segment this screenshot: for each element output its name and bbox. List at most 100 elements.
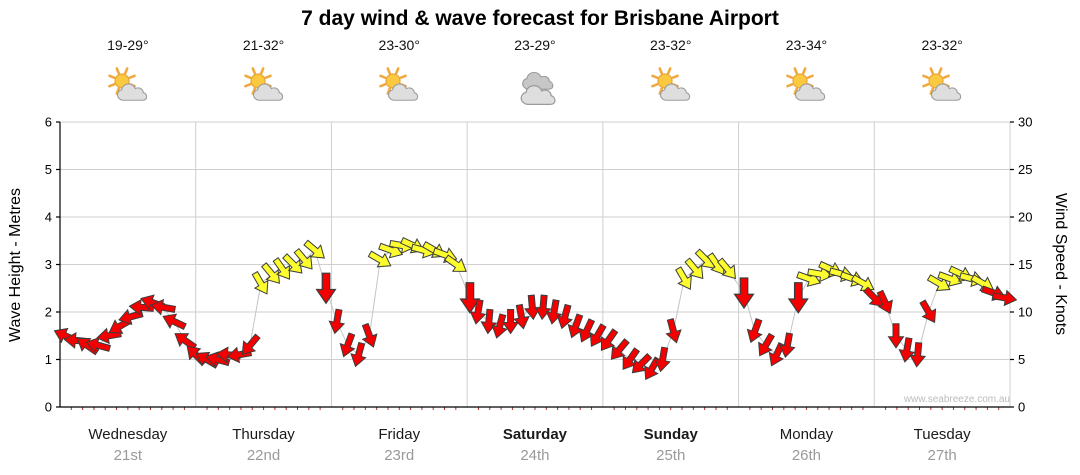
wind-arrow: [150, 298, 177, 316]
wind-arrow: [684, 257, 704, 280]
wind-arrow: [303, 239, 325, 259]
wind-arrow: [876, 289, 893, 315]
day-column: 19-29° Wednesday 21st: [60, 36, 196, 475]
partly-cloudy-icon: [780, 67, 832, 109]
left-axis-label: Wave Height - Metres: [7, 187, 24, 343]
wind-arrow: [293, 247, 313, 270]
wind-arrow: [513, 303, 530, 330]
wind-arrow: [241, 333, 261, 356]
right-tick-label: 20: [1018, 210, 1032, 225]
left-tick-label: 6: [45, 115, 52, 130]
wind-arrow: [600, 328, 619, 352]
cloudy-icon: [509, 67, 561, 109]
day-name: Wednesday: [88, 426, 168, 443]
page-title: 7 day wind & wave forecast for Brisbane …: [301, 7, 779, 30]
wind-arrow: [991, 289, 1018, 307]
day-temperature: 23-29°: [514, 37, 556, 53]
wind-arrow: [716, 257, 736, 280]
cloud: [931, 83, 962, 101]
partly-cloudy-svg: [786, 67, 826, 101]
day-column: 23-34° Monday 26th: [739, 36, 875, 475]
right-tick-label: 15: [1018, 257, 1032, 272]
watermark: www.seabreeze.com.au: [903, 394, 1010, 405]
day-temperature: 21-32°: [242, 37, 285, 53]
partly-cloudy-svg: [650, 67, 690, 101]
day-temperature: 19-29°: [107, 37, 149, 53]
partly-cloudy-icon: [645, 67, 697, 109]
cloud: [795, 83, 826, 101]
partly-cloudy-icon: [916, 67, 968, 109]
wind-arrow: [251, 270, 269, 295]
day-temperature: 23-32°: [921, 37, 963, 53]
day-date: 26th: [791, 447, 822, 464]
wind-arrow: [746, 318, 763, 344]
wind-arrow: [545, 299, 563, 325]
right-axis-label: Wind Speed - Knots: [1052, 192, 1069, 336]
day-column: 23-32° Tuesday 27th: [874, 36, 1010, 475]
right-tick-label: 0: [1018, 400, 1025, 415]
left-tick-label: 4: [45, 210, 52, 225]
partly-cloudy-svg: [379, 67, 419, 101]
wind-arrow: [768, 341, 786, 367]
wind-arrow: [758, 332, 775, 357]
wind-arrow: [162, 313, 187, 330]
wind-arrow: [282, 253, 303, 274]
day-date: 24th: [520, 447, 550, 464]
partly-cloudy-icon: [373, 67, 425, 109]
wind-arrow: [174, 333, 198, 351]
wind-arrow: [610, 338, 630, 360]
wind-arrow: [272, 257, 290, 280]
day-date: 22nd: [246, 447, 281, 464]
left-tick-label: 0: [45, 400, 52, 415]
day-date: 27th: [927, 447, 957, 464]
wind-arrow: [733, 277, 755, 310]
right-tick-label: 30: [1018, 115, 1032, 130]
wind-arrow: [631, 352, 653, 374]
wind-arrow: [315, 272, 337, 305]
wind-arrow: [367, 250, 392, 268]
left-tick-label: 5: [45, 162, 52, 177]
day-column: 23-32° Sunday 25th: [603, 36, 739, 475]
wind-arrow: [665, 318, 682, 344]
wind-arrow: [919, 299, 937, 324]
day-column: 23-29° Saturday 24th: [467, 36, 603, 475]
wind-arrow: [502, 309, 520, 335]
partly-cloudy-svg: [108, 67, 147, 101]
wind-arrow: [862, 286, 884, 307]
day-temperature: 23-32°: [650, 37, 692, 53]
right-tick-label: 10: [1018, 305, 1032, 320]
wind-arrow: [887, 323, 905, 349]
partly-cloudy-svg: [922, 67, 962, 101]
day-name: Sunday: [643, 426, 698, 443]
day-name: Tuesday: [913, 426, 971, 443]
day-temperature: 23-30°: [378, 37, 420, 53]
day-temperature: 23-34°: [785, 37, 828, 53]
partly-cloudy-icon: [238, 67, 290, 109]
wind-arrow: [339, 332, 356, 358]
day-date: 21st: [113, 447, 143, 464]
cloud: [388, 83, 419, 101]
wind-arrow: [361, 322, 378, 348]
wind-arrow: [444, 254, 467, 272]
cloudy-svg: [520, 71, 556, 106]
day-date: 25th: [656, 447, 686, 464]
wind-arrow: [556, 303, 573, 330]
day-date: 23rd: [384, 447, 415, 464]
wind-arrow: [654, 346, 671, 373]
left-tick-label: 3: [45, 257, 52, 272]
partly-cloudy-svg: [243, 67, 283, 101]
wind-arrow: [204, 351, 231, 368]
partly-cloudy-icon: [102, 67, 154, 109]
wind-arrow: [459, 282, 481, 314]
wind-arrow: [937, 271, 963, 287]
wind-arrow: [778, 332, 796, 358]
cloud: [116, 83, 147, 101]
cloud: [520, 84, 556, 106]
day-name: Saturday: [502, 426, 568, 443]
right-tick-label: 25: [1018, 162, 1032, 177]
cloud: [522, 71, 554, 90]
wind-arrow: [350, 341, 367, 368]
wind-arrow: [675, 266, 692, 290]
wind-arrow: [787, 282, 809, 314]
wind-arrow: [469, 299, 487, 325]
